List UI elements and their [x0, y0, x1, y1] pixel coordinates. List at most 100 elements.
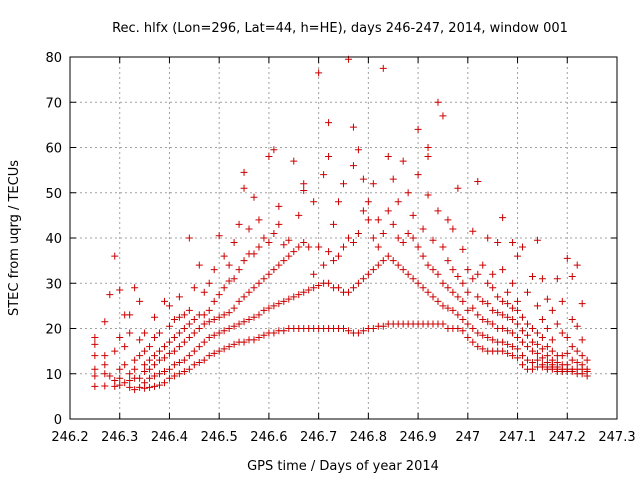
data-point-marker: [185, 365, 193, 373]
data-point-marker: [126, 370, 134, 378]
data-point-marker: [474, 329, 482, 337]
data-point-marker: [185, 234, 193, 242]
data-point-marker: [434, 207, 442, 215]
data-point-marker: [494, 239, 502, 247]
data-point-marker: [335, 284, 343, 292]
data-point-marker: [131, 356, 139, 364]
data-point-marker: [479, 331, 487, 339]
data-point-marker: [573, 322, 581, 330]
data-point-marker: [474, 270, 482, 278]
data-point-marker: [265, 239, 273, 247]
data-point-marker: [499, 297, 507, 305]
data-point-marker: [240, 257, 248, 265]
data-point-marker: [384, 252, 392, 260]
data-point-marker: [300, 186, 308, 194]
data-point-marker: [151, 372, 159, 380]
data-point-marker: [514, 306, 522, 314]
data-point-marker: [121, 361, 129, 369]
data-point-marker: [205, 352, 213, 360]
data-point-marker: [235, 266, 243, 274]
data-point-marker: [389, 220, 397, 228]
data-point-marker: [364, 270, 372, 278]
data-point-marker: [414, 243, 422, 251]
y-tick-label: 50: [45, 187, 62, 202]
data-point-marker: [489, 336, 497, 344]
data-point-marker: [369, 325, 377, 332]
data-point-marker: [528, 365, 536, 373]
data-point-marker: [131, 365, 139, 373]
data-point-marker: [344, 234, 352, 242]
data-point-marker: [121, 343, 129, 351]
data-point-marker: [578, 352, 586, 360]
data-point-marker: [454, 272, 462, 280]
data-point-marker: [538, 345, 546, 353]
data-point-marker: [146, 383, 154, 391]
data-point-marker: [180, 325, 188, 332]
x-axis-label: GPS time / Days of year 2014: [247, 459, 439, 474]
data-point-marker: [429, 293, 437, 301]
data-point-marker: [499, 338, 507, 346]
data-point-marker: [106, 291, 114, 299]
x-tick-label: 246.2: [51, 430, 88, 445]
data-point-marker: [180, 356, 188, 364]
data-point-marker: [578, 361, 586, 369]
data-point-marker: [295, 243, 303, 251]
data-point-marker: [369, 234, 377, 242]
data-point-marker: [116, 365, 124, 373]
data-point-marker: [290, 248, 298, 256]
data-point-marker: [543, 325, 551, 332]
data-point-marker: [394, 261, 402, 269]
data-point-marker: [479, 345, 487, 353]
data-point-marker: [409, 211, 417, 219]
data-point-marker: [548, 306, 556, 314]
y-tick-label: 0: [54, 413, 62, 428]
data-point-marker: [379, 229, 387, 237]
data-point-marker: [116, 381, 124, 389]
data-point-marker: [499, 266, 507, 274]
data-point-marker: [563, 361, 571, 369]
data-point-marker: [275, 220, 283, 228]
data-point-marker: [573, 347, 581, 355]
data-point-marker: [325, 248, 333, 256]
data-point-marker: [489, 284, 497, 292]
data-point-marker: [414, 279, 422, 287]
data-point-marker: [434, 98, 442, 106]
data-point-marker: [300, 288, 308, 296]
data-point-marker: [454, 184, 462, 192]
x-tick-label: 246.7: [300, 430, 337, 445]
data-point-marker: [449, 306, 457, 314]
data-point-marker: [499, 311, 507, 319]
data-point-marker: [275, 261, 283, 269]
data-point-marker: [469, 325, 477, 332]
data-point-marker: [359, 207, 367, 215]
data-points: [91, 55, 591, 394]
data-point-marker: [260, 331, 268, 339]
data-point-marker: [280, 297, 288, 305]
data-point-marker: [300, 239, 308, 247]
y-axis-label: STEC from uqrg / TECUs: [7, 160, 22, 316]
data-point-marker: [91, 340, 99, 348]
data-point-marker: [285, 252, 293, 260]
data-point-marker: [265, 153, 273, 161]
data-point-marker: [439, 302, 447, 310]
data-point-marker: [349, 284, 357, 292]
data-point-marker: [399, 266, 407, 274]
data-point-marker: [185, 334, 193, 342]
data-point-marker: [519, 327, 527, 335]
data-point-marker: [165, 338, 173, 346]
data-point-marker: [543, 358, 551, 366]
data-point-marker: [190, 361, 198, 369]
data-point-marker: [315, 282, 323, 290]
data-point-marker: [270, 229, 278, 237]
data-point-marker: [409, 234, 417, 242]
data-point-marker: [190, 329, 198, 337]
data-point-marker: [195, 343, 203, 351]
data-point-marker: [160, 379, 168, 387]
data-point-marker: [136, 374, 144, 382]
data-point-marker: [255, 334, 263, 342]
data-point-marker: [146, 343, 154, 351]
data-point-marker: [215, 232, 223, 240]
data-point-marker: [424, 191, 432, 199]
data-point-marker: [474, 311, 482, 319]
data-point-marker: [474, 293, 482, 301]
